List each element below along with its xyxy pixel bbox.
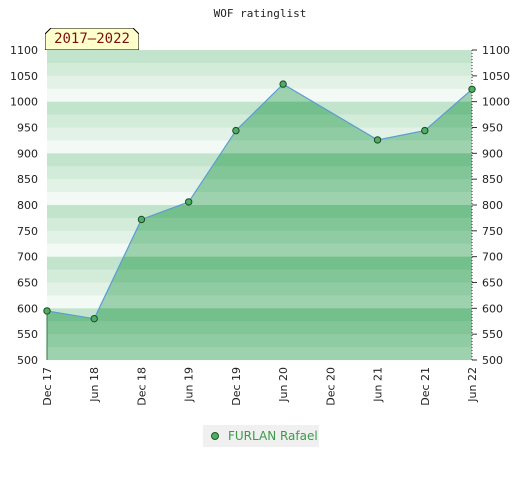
y-axis-left: 500 550 600 650 700 750 800 850 900 950 1000 1050 11… — [10, 44, 38, 367]
y-tick-label: 1000 — [482, 96, 510, 109]
x-tick-label: Dec 20 — [324, 367, 337, 406]
y-tick-label: 800 — [482, 199, 503, 212]
y-tick-label: 850 — [482, 173, 503, 186]
x-tick-label: Jun 18 — [88, 367, 101, 403]
y-tick-label: 750 — [17, 225, 38, 238]
y-tick-label: 1000 — [10, 96, 38, 109]
area-band — [47, 230, 472, 245]
y-tick-label: 950 — [17, 122, 38, 135]
data-point[interactable] — [90, 314, 98, 323]
y-tick-label: 600 — [482, 302, 503, 315]
x-tick-label: Dec 19 — [230, 367, 243, 406]
x-axis: Dec 17 Jun 18 Dec 18 Jun 19 Dec 19 Jun 20 Dec … — [41, 367, 479, 406]
x-tick-label: Jun 19 — [183, 367, 196, 403]
y-tick-label: 650 — [482, 277, 503, 290]
x-tick-label: Jun 20 — [277, 367, 290, 403]
background-band — [47, 50, 472, 64]
area-band — [47, 334, 472, 348]
area-band — [47, 321, 472, 335]
period-badge: 2017–2022 — [45, 28, 139, 50]
background-band — [47, 75, 472, 90]
y-tick-label: 950 — [482, 122, 503, 135]
series-points — [43, 80, 476, 323]
legend[interactable]: FURLAN Rafael — [203, 425, 319, 447]
y-tick-label: 900 — [482, 147, 503, 160]
data-point[interactable] — [421, 126, 429, 135]
x-tick-label: Jun 21 — [372, 367, 385, 403]
data-point[interactable] — [373, 136, 382, 144]
data-point[interactable] — [232, 126, 240, 135]
y-tick-label: 700 — [482, 251, 503, 264]
x-tick-label: Dec 17 — [41, 367, 54, 406]
data-point[interactable] — [43, 307, 51, 315]
y-tick-label: 600 — [17, 302, 38, 315]
area-band — [47, 282, 472, 296]
data-point[interactable] — [184, 198, 193, 206]
y-tick-label: 650 — [17, 277, 38, 290]
y-tick-label: 750 — [482, 225, 503, 238]
y-tick-label: 1100 — [482, 44, 510, 57]
period-label: 2017–2022 — [54, 31, 130, 47]
y-tick-label: 500 — [17, 354, 38, 367]
background-band — [47, 62, 472, 77]
background-band — [47, 88, 472, 103]
y-tick-label: 1050 — [10, 70, 38, 83]
data-point[interactable] — [137, 215, 146, 224]
x-tick-label: Dec 18 — [135, 367, 148, 406]
area-band — [47, 295, 472, 309]
y-tick-label: 1050 — [482, 70, 510, 83]
area-band — [47, 347, 472, 360]
y-tick-label: 800 — [17, 199, 38, 212]
legend-marker — [211, 432, 219, 440]
area-band — [47, 308, 472, 322]
y-axis-right: 500 550 600 650 700 750 800 850 900 950 1000 1050 11… — [471, 44, 510, 367]
y-tick-label: 500 — [482, 354, 503, 367]
data-point[interactable] — [468, 85, 476, 93]
y-tick-label: 900 — [17, 147, 38, 160]
y-tick-label: 700 — [17, 251, 38, 264]
area-band — [47, 256, 472, 271]
area-band — [47, 217, 472, 232]
x-tick-label: Jun 22 — [466, 367, 479, 403]
y-tick-label: 850 — [17, 173, 38, 186]
x-tick-label: Dec 21 — [419, 367, 432, 406]
legend-label: FURLAN Rafael — [228, 429, 318, 443]
y-tick-label: 550 — [482, 328, 503, 341]
y-tick-label: 1100 — [10, 44, 38, 57]
chart-title: WOF ratinglist — [214, 7, 307, 20]
area-band — [47, 243, 472, 258]
data-point[interactable] — [279, 80, 287, 88]
y-tick-label: 550 — [17, 328, 38, 341]
area-band — [47, 269, 472, 283]
